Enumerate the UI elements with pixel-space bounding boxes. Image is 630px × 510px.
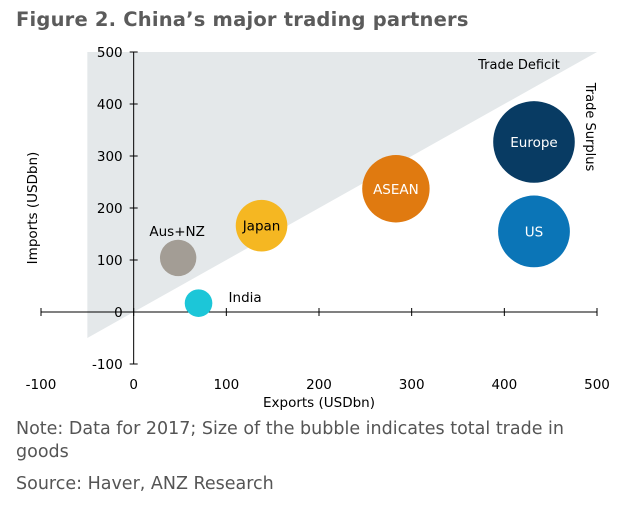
plot-area: -100 0 100 200 300 400 500 -100 0 100 200 300 400 500… xyxy=(25,45,610,411)
bubble-label: Japan xyxy=(242,219,281,235)
y-tick-label: 0 xyxy=(114,305,123,321)
bubble-label: India xyxy=(229,290,262,306)
x-tick-label: 100 xyxy=(213,377,239,393)
y-tick-label: 500 xyxy=(97,45,123,61)
chart-note: Note: Data for 2017; Size of the bubble … xyxy=(16,419,564,462)
bubble-chart: -100 0 100 200 300 400 500 -100 0 100 200 300 400 500… xyxy=(25,45,610,411)
y-tick-label: 200 xyxy=(97,201,123,217)
y-axis-title: Imports (USDbn) xyxy=(25,152,41,265)
x-tick-label: 500 xyxy=(584,377,610,393)
x-tick-label: 300 xyxy=(399,377,425,393)
bubble-label: Aus+NZ xyxy=(149,224,204,240)
chart-source: Source: Haver, ANZ Research xyxy=(16,474,274,494)
bubble-japan xyxy=(235,199,288,252)
bubble-india xyxy=(184,289,213,317)
chart-title: Figure 2. China’s major trading partners xyxy=(16,8,469,31)
bubble-label: ASEAN xyxy=(373,182,419,198)
y-tick-label: 100 xyxy=(97,253,123,269)
bubble-europe xyxy=(493,101,575,183)
x-tick-label: -100 xyxy=(26,377,57,393)
bubble-label: US xyxy=(525,224,543,240)
trade-deficit-label: Trade Deficit xyxy=(477,58,560,73)
y-tick-label: 400 xyxy=(97,97,123,113)
x-axis-title: Exports (USDbn) xyxy=(263,395,375,411)
y-tick-label: -100 xyxy=(92,357,123,373)
x-tick-label: 400 xyxy=(491,377,517,393)
bubble-aus-nz xyxy=(159,239,197,277)
trade-deficit-region xyxy=(87,52,597,338)
x-tick-label: 200 xyxy=(306,377,332,393)
bubble-label: Europe xyxy=(510,135,557,151)
trade-surplus-label: Trade Surplus xyxy=(582,82,597,172)
y-tick-label: 300 xyxy=(97,149,123,165)
x-tick-label: 0 xyxy=(129,377,138,393)
bubble-asean xyxy=(362,155,430,223)
bubble-us xyxy=(498,195,570,268)
